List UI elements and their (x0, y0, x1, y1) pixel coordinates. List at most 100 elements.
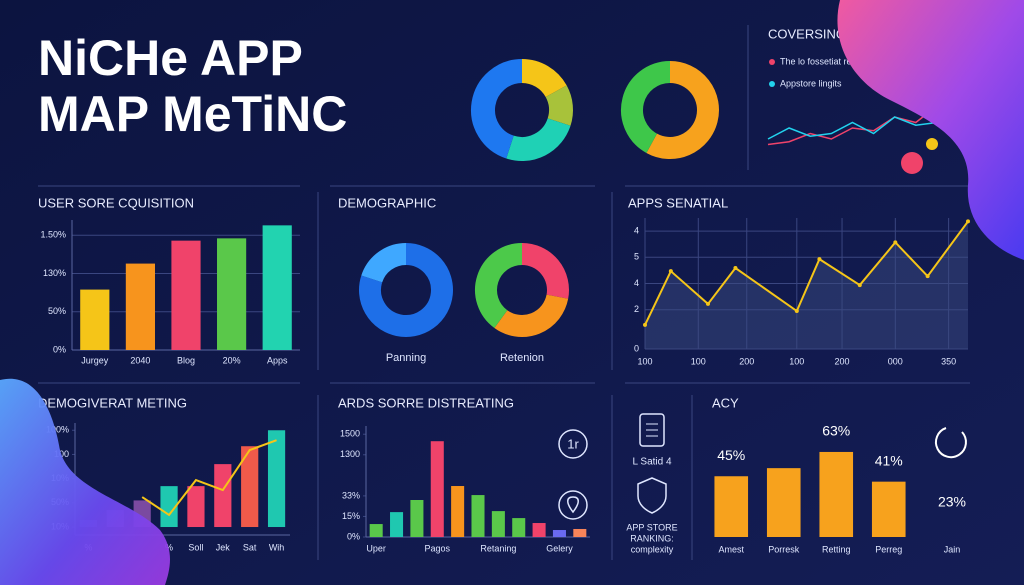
legend-swatch (769, 59, 775, 65)
value-label: 41% (875, 452, 903, 468)
donut-segment (475, 243, 523, 329)
x-tick-label: 000 (888, 356, 903, 366)
bar (766, 468, 801, 537)
y-tick-label: 100 (54, 449, 69, 459)
point (925, 274, 930, 279)
bar (241, 446, 259, 528)
x-tick-label: 100 (691, 356, 706, 366)
x-tick-label: Retaning (480, 543, 516, 553)
x-tick-label: Porresk (768, 544, 800, 554)
y-tick-label: 33% (342, 490, 360, 500)
point (705, 301, 710, 306)
panel-title: ARDS SORRE DISTREATING (338, 395, 514, 410)
x-tick-label: Blog (177, 355, 195, 365)
x-tick-label: 2040 (130, 355, 150, 365)
bar (430, 441, 444, 537)
bar (871, 481, 906, 537)
donut-segment (359, 243, 453, 337)
point (893, 240, 898, 245)
point (794, 309, 799, 314)
bar (532, 523, 546, 537)
point (966, 219, 970, 224)
y-tick-label: 1300 (340, 449, 360, 459)
donut-segment (506, 117, 571, 161)
bar (390, 512, 404, 537)
y-tick-label: 1500 (340, 429, 360, 439)
bar (125, 263, 155, 350)
point (857, 283, 862, 288)
donut-segment (494, 294, 569, 337)
point (733, 266, 738, 271)
stat-label: L Satid 4 (632, 457, 672, 468)
bar (714, 476, 749, 537)
donut-segment (545, 85, 573, 126)
widgets: 1r L Satid 4 APP STORE RANKING: complexi… (558, 413, 967, 554)
ranking-label: APP STORE (626, 522, 677, 532)
value-label: 63% (822, 423, 850, 439)
y-tick-label: 4 (634, 278, 639, 288)
bar (80, 289, 110, 350)
donut-segment (621, 61, 671, 153)
legend-label: The lo fossetiat reasnions (780, 56, 883, 66)
donut-segment (646, 61, 719, 159)
donut-label: Retenion (500, 352, 544, 364)
x-tick-label: Amest (718, 544, 744, 554)
bar (217, 238, 247, 350)
bar (552, 530, 566, 537)
series-line (767, 116, 959, 140)
dividers (38, 25, 970, 560)
panel-title: DEMOGIVERAT METING (38, 395, 187, 410)
y-tick-label: 0% (347, 531, 360, 541)
x-tick-label: Jek (216, 542, 231, 552)
x-tick-label: Sat (243, 542, 257, 552)
bar (451, 486, 465, 537)
y-tick-label: 130% (43, 268, 66, 278)
gauge-caption: Jain (944, 544, 961, 554)
x-tick-label: Wih (269, 542, 285, 552)
bar (171, 240, 201, 350)
point (643, 322, 647, 327)
y-tick-label: 5 (634, 252, 639, 262)
x-tick-label: 200 (739, 356, 754, 366)
panel-title: ACY (712, 395, 739, 410)
bar (187, 486, 205, 528)
trend-line (141, 439, 277, 517)
legend-label: Appstore lingits (780, 78, 842, 88)
x-tick-label: 100 (637, 356, 652, 366)
bar (573, 528, 587, 537)
x-tick-label: Retting (822, 544, 851, 554)
y-tick-label: 15% (342, 511, 360, 521)
x-tick-label: 20% (223, 355, 241, 365)
value-label: 45% (717, 447, 745, 463)
bar (369, 524, 383, 537)
bar (262, 225, 292, 350)
x-tick-label: Jurgey (81, 355, 109, 365)
bar (819, 451, 854, 537)
panel-title: USER SORE CQUISITION (38, 195, 194, 210)
x-tick-label: Pagos (425, 543, 451, 553)
badge: 1r (567, 436, 579, 451)
panel-title: APPS SENATIAL (628, 195, 728, 210)
page-title: MAP MeTiNC (38, 86, 347, 142)
x-tick-label: % (165, 542, 173, 552)
x-tick-label: Apps (267, 355, 288, 365)
y-tick-label: 2 (634, 304, 639, 314)
x-tick-label: Gelery (546, 543, 573, 553)
bar (471, 495, 485, 537)
y-tick-label: 0 (634, 343, 639, 353)
x-tick-label: 200 (835, 356, 850, 366)
donut-segment (471, 59, 523, 159)
bar (512, 518, 526, 537)
ranking-label: complexity (631, 544, 674, 554)
x-tick-label: Soll (188, 542, 203, 552)
x-tick-label: Uper (366, 543, 386, 553)
point (817, 257, 822, 262)
page-title: NiCHe APP (38, 30, 303, 86)
bar (267, 430, 286, 528)
x-tick-label: 100 (789, 356, 804, 366)
donut-segment (521, 243, 569, 299)
bar (160, 486, 178, 528)
x-tick-label: 350 (941, 356, 956, 366)
y-tick-label: 50% (48, 306, 66, 316)
